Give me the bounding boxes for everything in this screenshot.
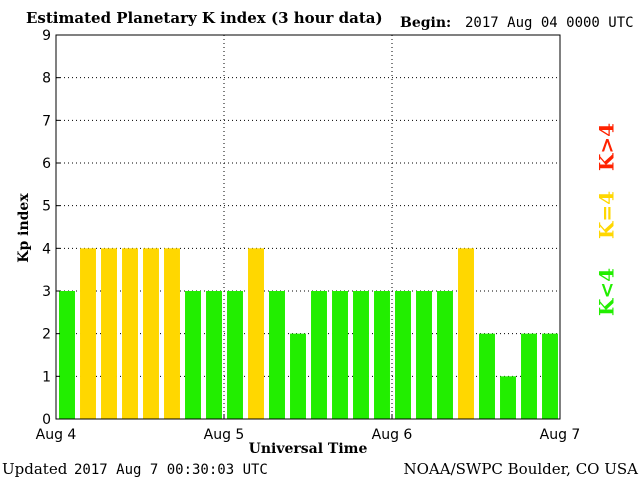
chart-title: Estimated Planetary K index (3 hour data… (26, 9, 383, 27)
kp-bar (311, 291, 327, 419)
x-tick-label: Aug 5 (204, 427, 245, 443)
kp-bar (290, 333, 306, 419)
kp-bar (185, 291, 201, 419)
kp-bar (374, 291, 390, 419)
kp-bar (395, 291, 411, 419)
source-label: NOAA/SWPC Boulder, CO USA (403, 460, 638, 478)
x-tick-label: Aug 4 (36, 427, 77, 443)
y-tick-label: 7 (42, 113, 51, 129)
kp-bar (542, 333, 558, 419)
x-axis-title: Universal Time (249, 441, 368, 457)
kp-bar (269, 291, 285, 419)
kp-bar (227, 291, 243, 419)
kp-bar (164, 248, 180, 419)
y-tick-label: 2 (42, 327, 51, 343)
plot-frame (55, 34, 561, 420)
legend-entry: K>4 (595, 123, 619, 171)
kp-bar (416, 291, 432, 419)
kp-bar (437, 291, 453, 419)
legend-entry: K<4 (595, 268, 619, 316)
x-tick-label: Aug 6 (372, 427, 413, 443)
begin-label: Begin: (400, 15, 451, 31)
kp-bar (500, 376, 516, 419)
kp-bar (143, 248, 159, 419)
y-tick-label: 1 (42, 369, 51, 385)
kp-bar (248, 248, 264, 419)
x-tick-label: Aug 7 (540, 427, 581, 443)
kp-bar (59, 291, 75, 419)
kp-bar (332, 291, 348, 419)
kp-bar (458, 248, 474, 419)
y-tick-label: 3 (42, 284, 51, 300)
updated-value: 2017 Aug 7 00:30:03 UTC (74, 462, 268, 478)
y-tick-label: 9 (42, 28, 51, 44)
y-tick-label: 4 (42, 241, 51, 257)
y-tick-label: 0 (42, 412, 51, 428)
kp-bar (479, 333, 495, 419)
y-tick-labels: 0 1 2 3 4 5 6 7 8 9 (42, 28, 60, 428)
legend: K>4 K=4 K<4 (595, 123, 619, 316)
y-axis-title: Kp index (16, 193, 32, 263)
bars (59, 248, 558, 419)
updated-label: Updated (2, 460, 68, 478)
kp-bar (353, 291, 369, 419)
y-tick-label: 5 (42, 199, 51, 215)
kp-bar (206, 291, 222, 419)
y-tick-label: 6 (42, 156, 51, 172)
x-tick-labels: Aug 4 Aug 5 Aug 6 Aug 7 (36, 414, 581, 443)
begin-value: 2017 Aug 04 0000 UTC (465, 15, 634, 31)
kp-bar (80, 248, 96, 419)
legend-entry: K=4 (595, 191, 619, 239)
y-tick-label: 8 (42, 71, 51, 87)
kp-bar (101, 248, 117, 419)
kp-bar (521, 333, 537, 419)
grid-lines (56, 35, 560, 419)
kp-bar (122, 248, 138, 419)
